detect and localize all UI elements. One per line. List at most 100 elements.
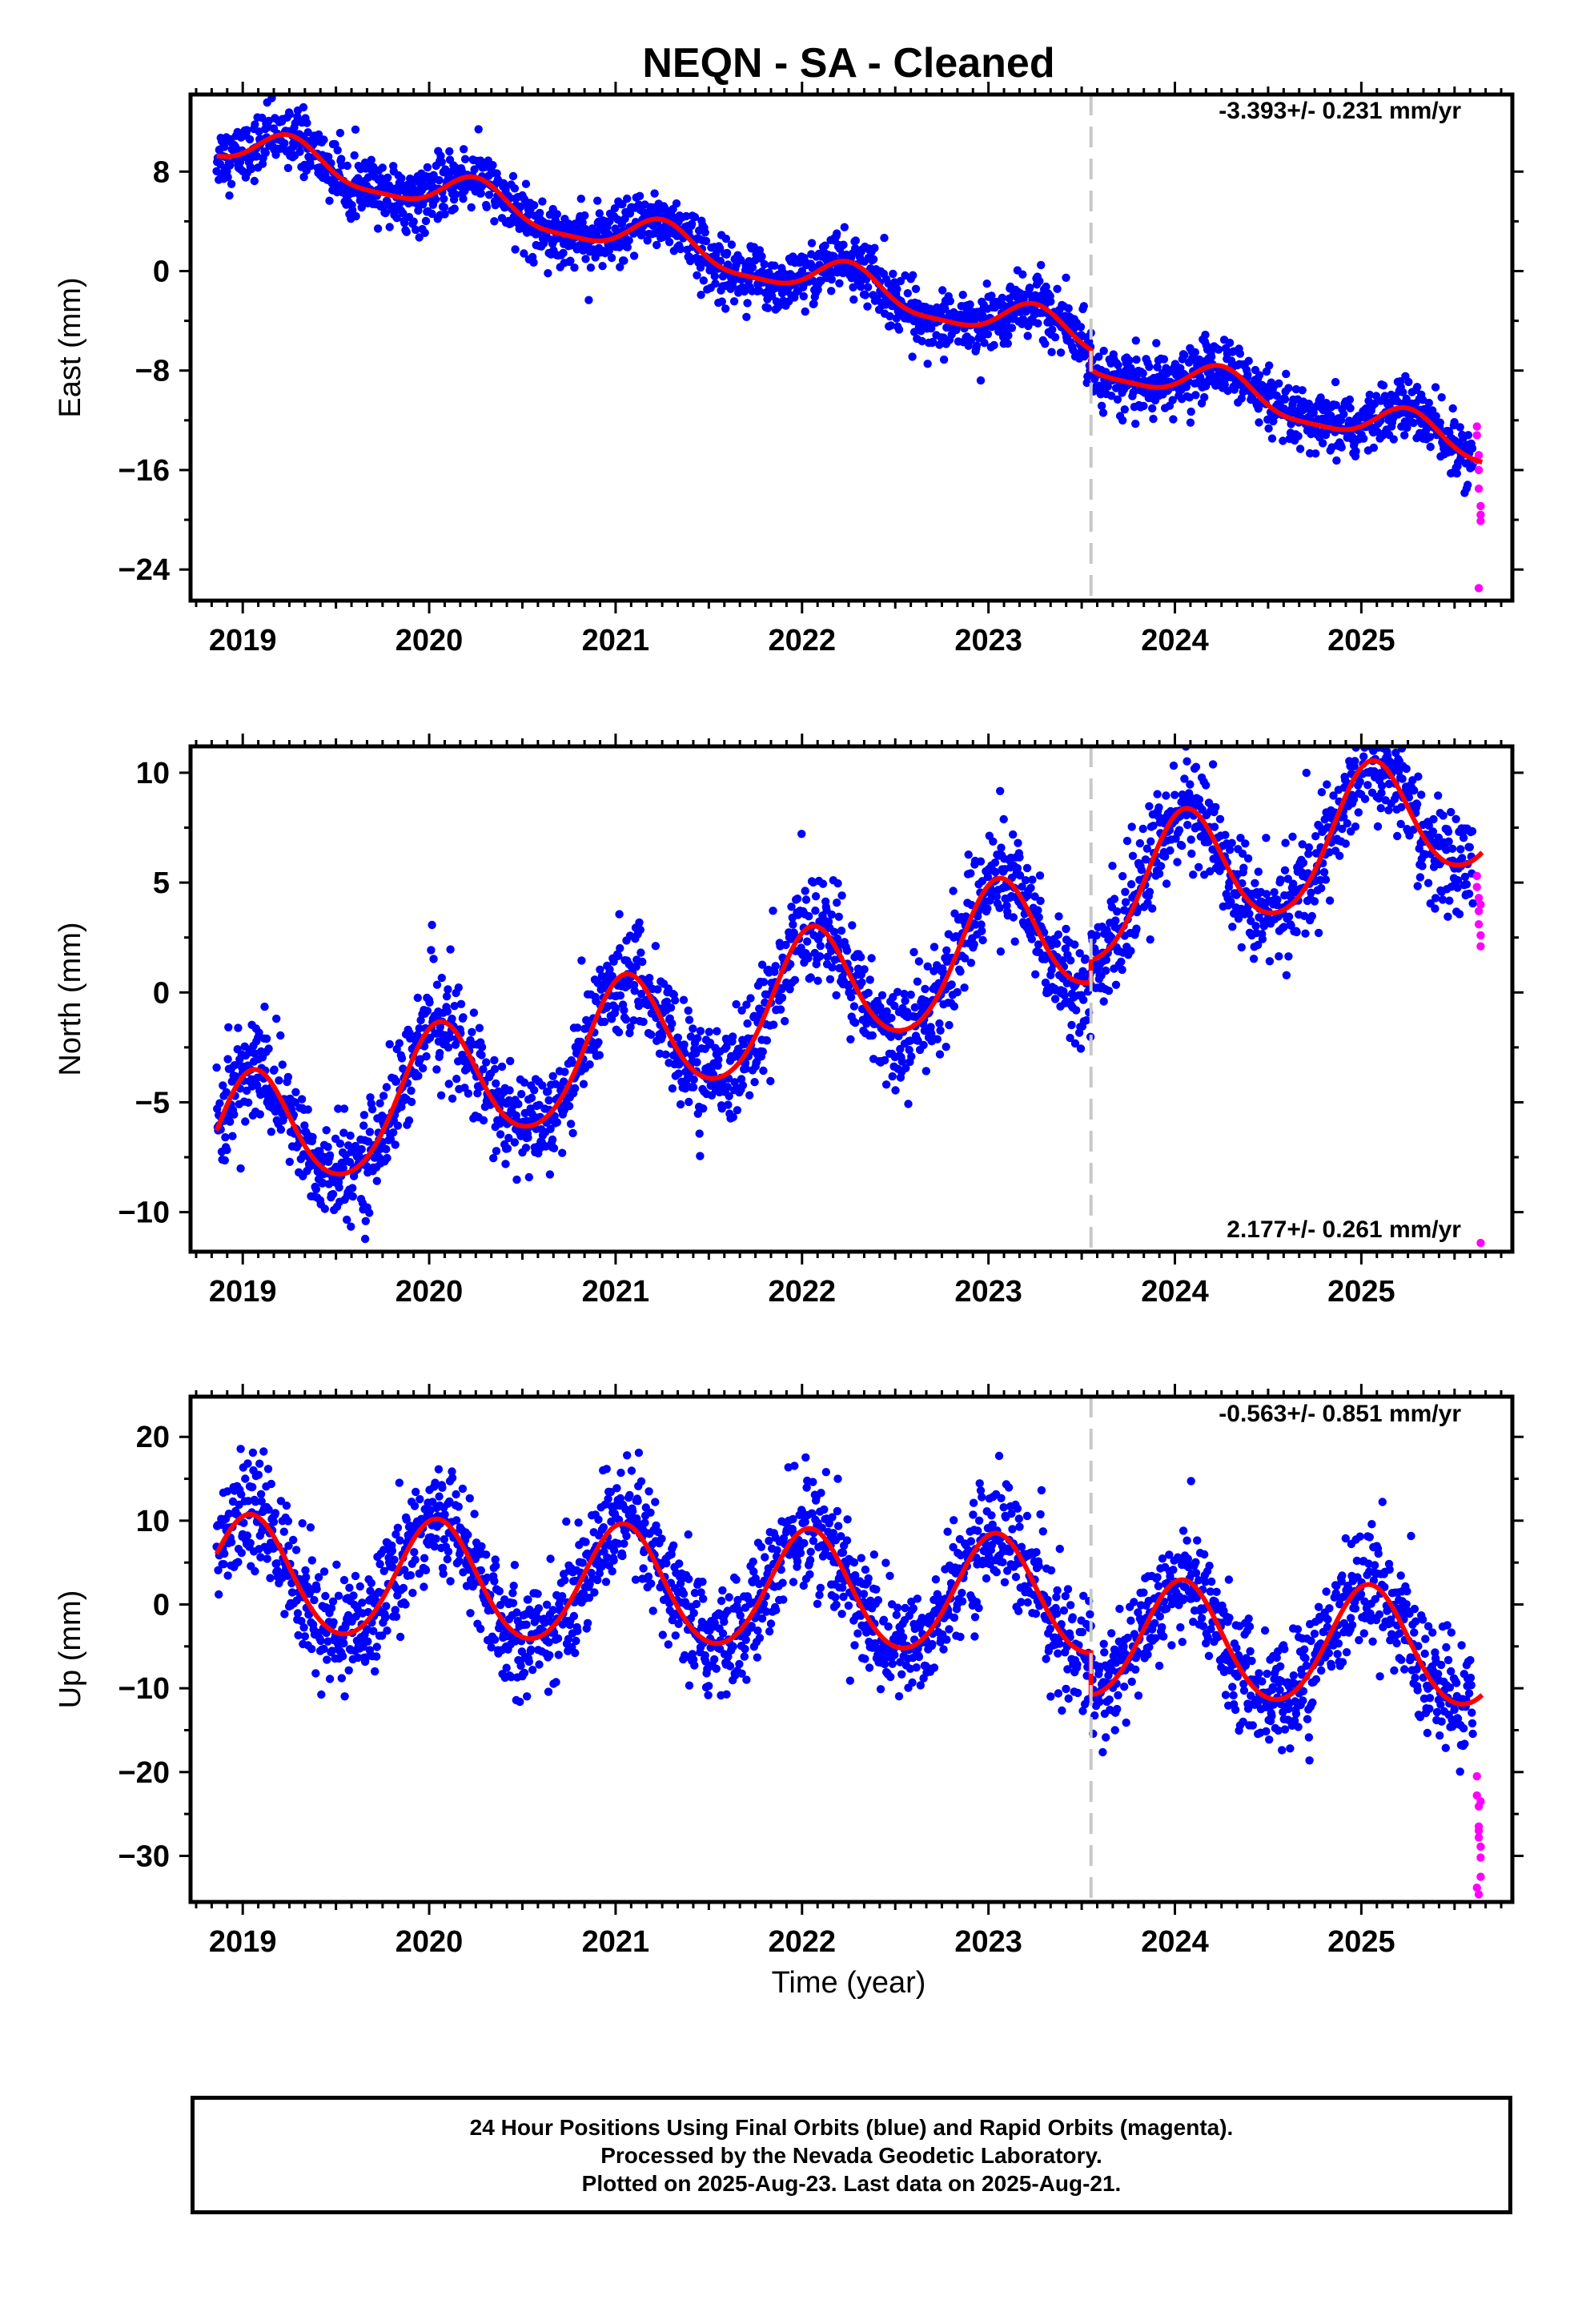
data-point [1282, 369, 1291, 379]
data-point [914, 957, 924, 966]
data-point [490, 1064, 500, 1074]
rapid-data-point [1476, 510, 1485, 520]
data-point [1225, 338, 1235, 348]
data-point [215, 1099, 224, 1108]
data-point [679, 995, 689, 1004]
data-point [1468, 899, 1477, 908]
rapid-data-point [1474, 894, 1484, 903]
data-point [482, 1058, 491, 1067]
data-point [1251, 922, 1260, 931]
data-point [604, 246, 614, 255]
data-point [571, 1084, 580, 1093]
data-point [803, 937, 812, 946]
data-point [291, 1088, 300, 1097]
data-point [1311, 832, 1320, 841]
data-point [815, 952, 825, 961]
data-point [460, 145, 468, 154]
data-point [946, 296, 955, 306]
data-point [1239, 863, 1248, 872]
data-point [1099, 997, 1108, 1006]
data-point [894, 325, 904, 334]
data-point [972, 341, 982, 350]
data-point [857, 953, 865, 962]
data-point [1339, 813, 1348, 822]
data-point [351, 125, 360, 134]
data-point [1009, 913, 1018, 922]
data-point [558, 1148, 567, 1157]
data-point [827, 910, 837, 919]
data-point [723, 1083, 732, 1092]
data-point [425, 998, 434, 1007]
data-point [402, 227, 411, 236]
data-point [661, 1050, 670, 1059]
data-point [1443, 912, 1452, 921]
data-point [863, 302, 872, 311]
data-point [629, 1016, 638, 1025]
data-point [1066, 1033, 1074, 1043]
data-point [1404, 793, 1414, 802]
data-point [459, 1013, 468, 1022]
data-point [1191, 348, 1200, 357]
data-point [732, 999, 741, 1009]
data-point [1332, 456, 1341, 465]
data-point [1204, 838, 1213, 846]
data-point [451, 190, 460, 199]
data-point [933, 1035, 942, 1043]
x-tick-label: 2025 [1327, 1275, 1395, 1309]
data-point [615, 910, 624, 919]
x-tick-label: 2020 [396, 1275, 464, 1309]
data-point [1310, 897, 1319, 906]
data-point [1026, 283, 1034, 292]
data-point [668, 1084, 677, 1093]
data-point [306, 162, 315, 171]
data-point [479, 1065, 488, 1074]
data-point [697, 291, 705, 300]
data-point [674, 1069, 683, 1078]
data-point [295, 147, 304, 156]
data-point [910, 1003, 920, 1012]
data-point [653, 985, 662, 994]
data-point [392, 214, 401, 223]
data-point [220, 1156, 229, 1165]
data-point [705, 1027, 713, 1036]
data-point [842, 946, 852, 955]
data-point [1170, 790, 1179, 799]
data-point [1137, 866, 1146, 875]
data-point [614, 1027, 624, 1037]
data-point [1042, 954, 1050, 963]
data-point [1094, 352, 1103, 361]
data-point [768, 292, 777, 300]
data-point [1279, 923, 1288, 931]
data-point [833, 879, 842, 888]
data-point [885, 312, 894, 321]
rapid-data-point [1472, 871, 1481, 881]
x-tick-label: 2022 [769, 1275, 837, 1309]
data-point [325, 1151, 335, 1160]
data-point [319, 135, 328, 144]
data-point [367, 1105, 377, 1114]
data-point [832, 991, 841, 1000]
data-point [676, 1100, 685, 1109]
data-point [1438, 895, 1447, 904]
data-point [1397, 802, 1406, 812]
data-point [1036, 896, 1045, 906]
data-point [887, 1013, 896, 1023]
data-point [621, 1015, 631, 1024]
data-point [1042, 282, 1050, 292]
data-point [685, 1015, 694, 1024]
data-point [1323, 780, 1331, 789]
data-point [308, 1132, 317, 1142]
data-point [1251, 879, 1259, 888]
rapid-data-point [1476, 931, 1485, 940]
data-point [804, 954, 813, 963]
data-point [909, 271, 917, 279]
data-point [1034, 913, 1043, 922]
data-point [1307, 911, 1317, 921]
data-point [1301, 929, 1310, 938]
rapid-data-point [1476, 900, 1485, 909]
data-point [1346, 404, 1355, 412]
data-point [980, 339, 989, 348]
data-point [846, 993, 856, 1002]
data-point [1431, 904, 1439, 913]
data-point [1132, 924, 1141, 933]
